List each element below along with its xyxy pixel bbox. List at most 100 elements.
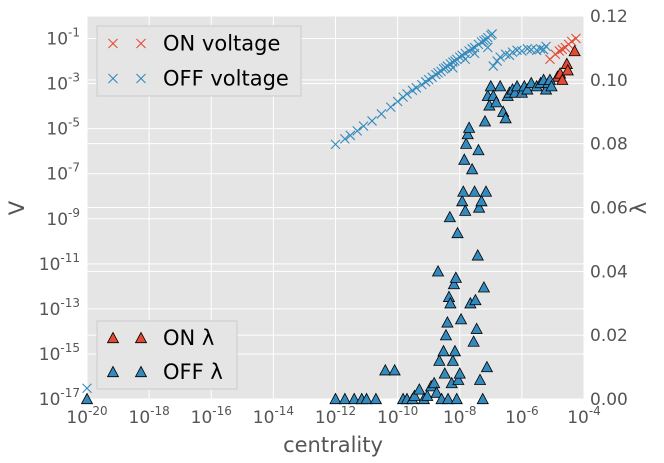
off-voltage-point [433,67,443,78]
legend-marker [136,38,146,49]
off-lambda-point [448,344,462,357]
on-lambda-point [556,73,569,85]
y-right-tick-label: 0.04 [590,262,628,282]
x-marker-stroke [492,56,503,66]
off-lambda-point [457,185,470,197]
tick-base: 10 [46,210,68,230]
x-tick-label: 10-12 [315,404,356,428]
legend-label: ON voltage [163,32,280,56]
off-voltage-point [385,102,396,113]
x-marker-stroke [460,54,471,65]
x-marker-stroke [433,67,443,78]
off-lambda-point [413,383,426,395]
legend-bottom-left: ON λ OFF λ [96,320,238,390]
off-voltage-point [420,76,431,87]
tick-exponent: -8 [465,404,477,418]
off-lambda-point [499,111,512,124]
x-tick-label: 10-14 [253,404,294,428]
tick-base: 10 [315,408,337,428]
x-marker-stroke [516,46,527,56]
x-marker-stroke [420,76,431,87]
tick-base: 10 [567,408,589,428]
off-voltage-point [345,130,356,141]
x-marker-stroke [554,46,565,56]
off-lambda-point [444,296,457,309]
legend-top-left: ON voltage OFF voltage [96,25,302,97]
on-voltage-point [566,36,577,47]
off-voltage-point [516,46,527,56]
off-voltage-point [482,42,493,53]
tick-base: 10 [253,408,275,428]
x-tick-label: 10-8 [443,404,477,428]
off-voltage-point [402,88,412,99]
y-left-tick-label: 10-17 [39,386,80,410]
off-voltage-point [447,62,458,73]
off-lambda-point [427,376,441,389]
off-voltage-point [82,383,92,394]
y-left-tick-label: 10-3 [46,71,80,95]
off-lambda-point [454,312,468,325]
off-lambda-point [438,367,451,379]
off-voltage-point [367,116,377,126]
off-lambda-point [465,162,479,175]
off-lambda-point [433,354,446,366]
x-marker-stroke [392,96,403,107]
x-marker-stroke [367,116,377,126]
legend-label: OFF λ [163,360,223,384]
off-voltage-point [411,82,422,93]
off-voltage-point [467,43,477,54]
y-axis-right-label: λ [627,202,651,214]
legend-box [96,25,302,97]
x-marker-stroke [402,88,412,99]
x-marker-stroke [108,73,118,84]
y-axis-left-label: V [5,200,29,215]
on-voltage-point [571,33,581,44]
off-voltage-point [469,48,480,59]
y-left-tick-label: 10-1 [46,26,80,50]
legends: ON voltage OFF voltage ON λ OFF λ [96,25,302,390]
legend-marker [108,73,118,84]
x-marker-stroke [488,61,499,71]
y-left-tick-label: 10-9 [46,206,80,230]
off-lambda-point [431,264,445,277]
y-left-tick-label: 10-13 [39,296,80,320]
tick-base: 10 [46,75,68,95]
x-tick-label: 10-4 [567,404,601,428]
legend-label: ON λ [163,326,214,350]
y-right-tick-label: 0.10 [590,71,628,91]
y-right-tick-label: 0.12 [590,7,628,27]
off-lambda-point [437,344,450,357]
tick-exponent: -18 [150,404,170,418]
y-left-tick-label: 10-11 [39,251,80,275]
x-marker-stroke [469,48,480,59]
on-lambda-point [561,63,574,76]
x-marker-stroke [451,54,462,65]
legend-marker [108,38,118,49]
off-voltage-point [339,134,350,144]
off-voltage-point [464,46,474,56]
off-voltage-point [457,50,468,61]
off-lambda-point [471,249,484,261]
off-lambda-point [461,127,474,140]
data-marks [80,29,581,405]
off-lambda-point [469,293,482,306]
x-marker-stroke [467,43,477,54]
y-right-tick-label: 0.06 [590,199,628,219]
tick-base: 10 [46,30,68,50]
off-lambda-point [421,389,434,401]
off-lambda-point [80,392,94,405]
off-voltage-point [541,41,551,52]
off-lambda-point [468,185,481,197]
off-voltage-point [330,139,341,150]
off-lambda-point [478,114,492,127]
x-tick-label: 10-16 [191,404,232,428]
tick-exponent: -7 [68,161,80,175]
x-marker-stroke [557,44,568,55]
off-voltage-point [460,54,471,65]
x-marker-stroke [476,37,487,47]
y-right-tick-label: 0.00 [590,390,628,410]
tick-base: 10 [46,165,68,185]
y-left-tick-label: 10-7 [46,161,80,185]
off-lambda-point [476,392,489,405]
off-lambda-point [439,328,453,341]
